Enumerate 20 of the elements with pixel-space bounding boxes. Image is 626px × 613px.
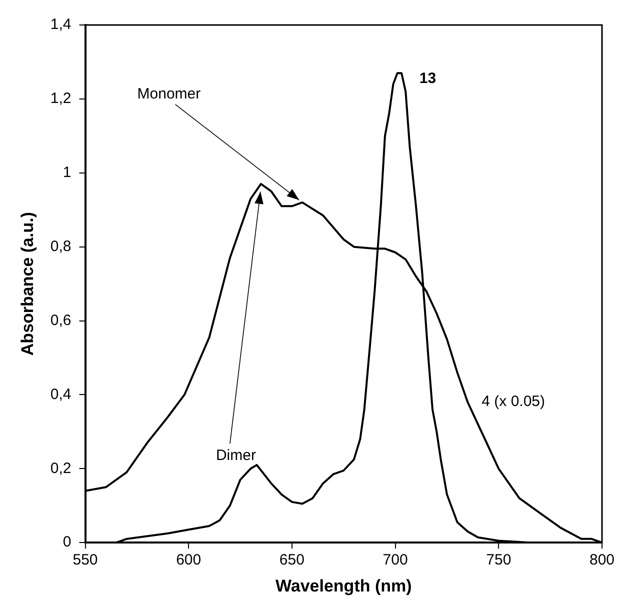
y-tick-label: 0,4	[50, 386, 72, 403]
x-tick-label: 750	[486, 552, 512, 569]
annotation: Monomer	[137, 86, 201, 103]
x-tick-label: 650	[279, 552, 304, 569]
x-tick-label: 800	[589, 552, 615, 569]
y-tick-label: 1	[62, 164, 72, 182]
y-tick-label: 1,4	[50, 16, 72, 34]
series-label: 13	[419, 70, 436, 88]
x-tick-label: 700	[382, 552, 408, 569]
x-tick-label: 550	[72, 552, 98, 569]
y-tick-label: 0,2	[50, 460, 72, 477]
x-tick-label: 600	[176, 552, 202, 569]
series-label: 4 (x 0.05)	[482, 393, 546, 410]
annotation: Dimer	[216, 446, 256, 464]
y-tick-label: 0	[62, 534, 72, 551]
y-tick-label: 1,2	[50, 90, 72, 108]
y-tick-label: 0,6	[50, 312, 72, 329]
y-tick-label: 0,8	[50, 238, 72, 255]
x-axis-title: Wavelength (nm)	[275, 576, 412, 596]
y-axis-title: Absorbance (a.u.)	[18, 212, 37, 356]
